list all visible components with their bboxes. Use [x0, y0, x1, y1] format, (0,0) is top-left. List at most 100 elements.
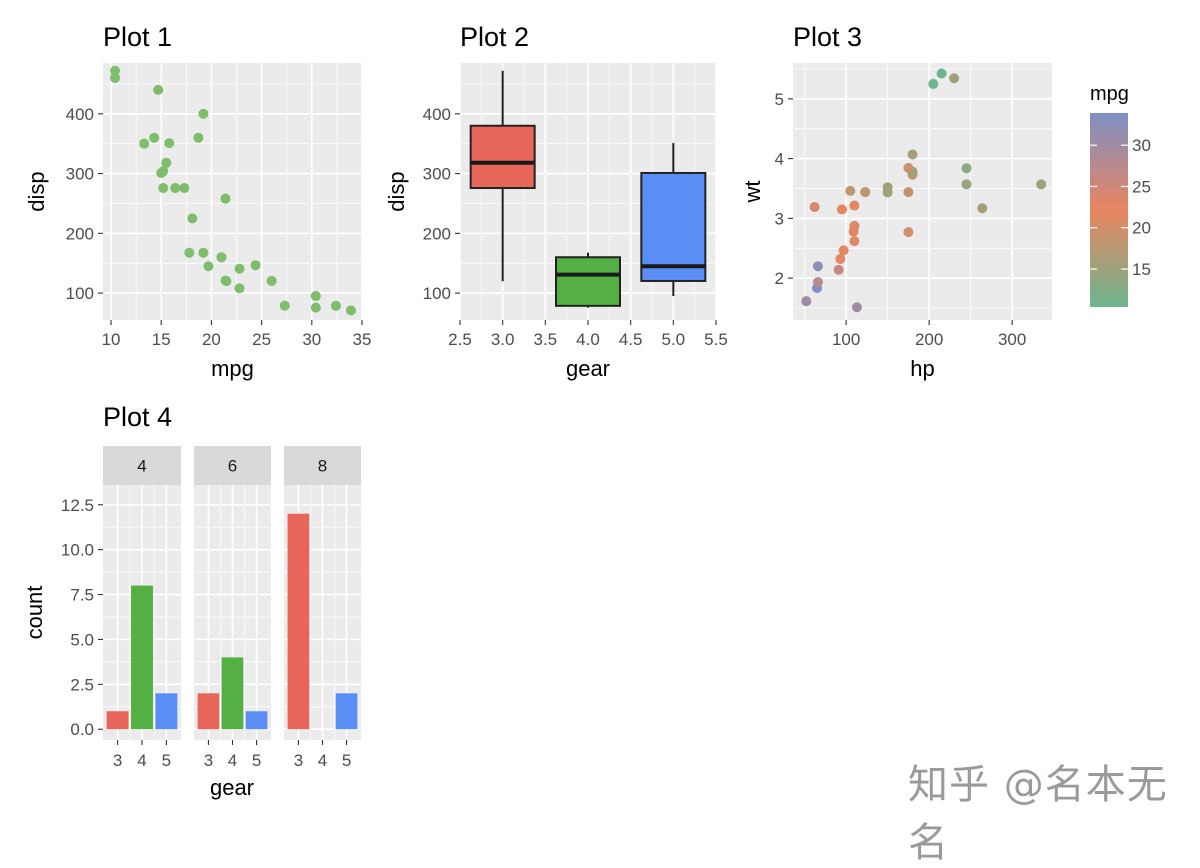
p1-point: [330, 300, 341, 311]
p1-xlabel: mpg: [211, 356, 254, 381]
p1-xtick-label: 15: [152, 330, 171, 349]
p3-title: Plot 3: [793, 22, 862, 52]
p2-box: [555, 256, 621, 307]
p2-xtick-label: 3.5: [534, 330, 558, 349]
p3-ytick-label: 5: [775, 90, 784, 109]
p3-ytick-label: 2: [775, 269, 784, 288]
p2-xtick-label: 4.5: [619, 330, 643, 349]
p1-point: [110, 72, 121, 83]
p1-point: [158, 183, 169, 194]
p4-ytick-label: 10.0: [61, 541, 94, 560]
p1-point: [193, 132, 204, 143]
p1-point: [216, 252, 227, 263]
p1-xtick-label: 25: [252, 330, 271, 349]
p1-point: [266, 275, 277, 286]
p4-facet-label: 8: [318, 457, 327, 476]
p1-title: Plot 1: [103, 22, 172, 52]
p4-ytick-label: 2.5: [70, 675, 94, 694]
p4-bar: [131, 585, 153, 730]
p1-point: [198, 247, 209, 258]
p3-legend-tick-label: 20: [1132, 219, 1151, 238]
p4-xtick-label: 3: [204, 751, 213, 770]
p1-point: [250, 260, 261, 271]
p1-xtick-label: 30: [302, 330, 321, 349]
p3-legend-tick-label: 15: [1132, 260, 1151, 279]
p1-point: [198, 108, 209, 119]
p3-point: [851, 302, 862, 313]
p3-point: [903, 227, 914, 238]
p1-point: [310, 291, 321, 302]
p1-point: [139, 138, 150, 149]
p3-point: [961, 163, 972, 174]
p2-xtick-label: 3.0: [491, 330, 515, 349]
p2-ytick-label: 200: [423, 224, 451, 243]
p3-ytick-label: 4: [775, 150, 784, 169]
p4-bar: [245, 711, 268, 730]
p3-point: [833, 264, 844, 275]
p4-ytick-label: 7.5: [70, 586, 94, 605]
p4-facet-label: 4: [137, 457, 146, 476]
p1-point: [164, 138, 175, 149]
p3-point: [812, 277, 823, 288]
p3-xlabel: hp: [910, 356, 934, 381]
p4-facet-strip: [284, 446, 361, 485]
p3-xtick-label: 200: [915, 330, 943, 349]
p1-xtick-label: 20: [202, 330, 221, 349]
p4-xtick-label: 5: [162, 751, 171, 770]
p1-point: [187, 213, 198, 224]
p3-point: [961, 179, 972, 190]
p3-panel: [793, 63, 1052, 320]
p1-point: [153, 84, 164, 95]
p2-title: Plot 2: [460, 22, 529, 52]
p3-point: [836, 204, 847, 215]
p3-point: [848, 226, 859, 237]
p1-ytick-label: 300: [66, 165, 94, 184]
p4-xtick-label: 5: [342, 751, 351, 770]
p3-point: [849, 200, 860, 211]
p2-xtick-label: 2.5: [448, 330, 472, 349]
p4-facet-strip: [194, 446, 271, 485]
p2-ytick-label: 400: [423, 105, 451, 124]
p4-title: Plot 4: [103, 402, 172, 432]
p3-point: [835, 254, 846, 265]
p3-point: [949, 73, 960, 84]
p1-point: [279, 300, 290, 311]
p2-xlabel: gear: [566, 356, 610, 381]
p4-ytick-label: 5.0: [70, 630, 94, 649]
p3-point: [1036, 179, 1047, 190]
p4-facet-strip: [103, 446, 181, 485]
p3-point: [860, 187, 871, 198]
p2-box: [469, 124, 536, 190]
p4-xtick-label: 4: [137, 751, 146, 770]
p1-point: [149, 132, 160, 143]
p1-point: [220, 275, 231, 286]
p2-ylabel: disp: [384, 171, 409, 211]
p4-facet-label: 6: [228, 457, 237, 476]
p3-point: [903, 162, 914, 173]
p3-xtick-label: 300: [998, 330, 1026, 349]
p1-panel: [103, 63, 362, 320]
p3-legend-title: mpg: [1090, 83, 1129, 105]
p1-point: [170, 183, 181, 194]
p1-xtick-label: 35: [353, 330, 372, 349]
p3-point: [809, 202, 820, 213]
p3-point: [849, 236, 860, 247]
p3-point: [801, 296, 812, 307]
p3-point: [936, 68, 947, 79]
p4-ytick-label: 0.0: [70, 720, 94, 739]
p1-ylabel: disp: [24, 171, 49, 211]
p3-point: [838, 245, 849, 256]
p4-bar: [106, 711, 129, 730]
p3-ylabel: wt: [740, 181, 765, 204]
p3-point: [903, 187, 914, 198]
p1-point: [345, 305, 356, 316]
p4-ylabel: count: [22, 586, 47, 640]
p1-point: [310, 302, 321, 313]
p3-ytick-label: 3: [775, 209, 784, 228]
p1-ytick-label: 200: [66, 224, 94, 243]
p3-point: [977, 203, 988, 214]
p4-xtick-label: 4: [318, 751, 327, 770]
p1-ytick-label: 100: [66, 284, 94, 303]
p4-xtick-label: 3: [113, 751, 122, 770]
